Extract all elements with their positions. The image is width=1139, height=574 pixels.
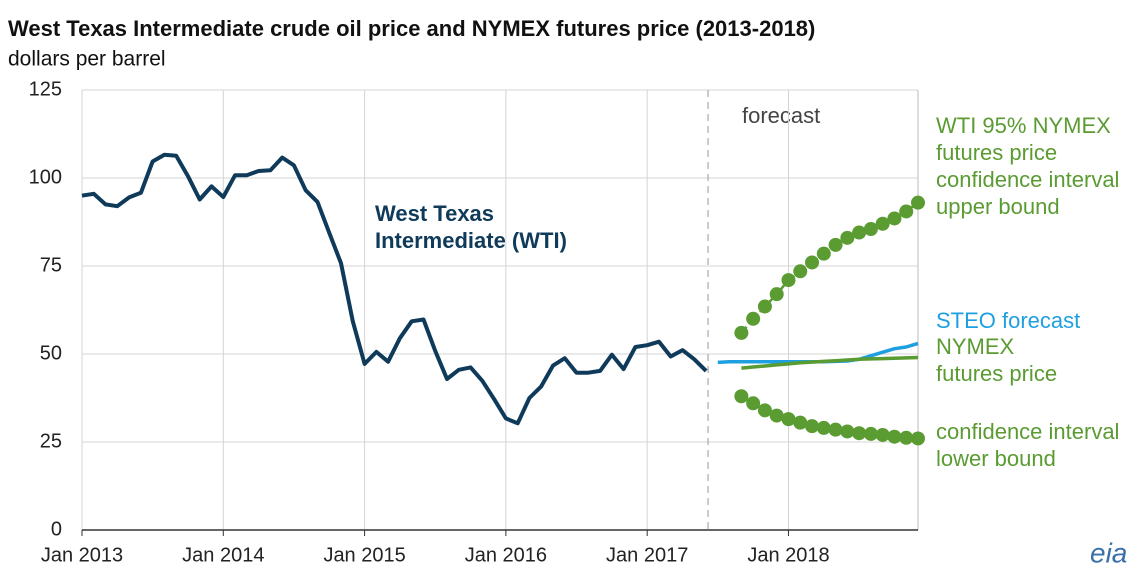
confidence-dot bbox=[852, 426, 867, 441]
confidence-dot bbox=[793, 264, 808, 279]
annotation: forecast bbox=[742, 103, 820, 128]
confidence-dot bbox=[781, 273, 796, 288]
confidence-dot bbox=[828, 237, 843, 252]
series-label: confidence interval lower bound bbox=[936, 419, 1120, 471]
confidence-dot bbox=[805, 419, 820, 434]
x-tick-label: Jan 2016 bbox=[465, 544, 547, 566]
x-tick-label: Jan 2018 bbox=[747, 544, 829, 566]
confidence-dot bbox=[911, 195, 925, 210]
confidence-dot bbox=[816, 246, 831, 261]
series-label: WTI 95% NYMEX futures price confidence i… bbox=[936, 113, 1120, 219]
x-tick-label: Jan 2013 bbox=[41, 544, 123, 566]
confidence-dot bbox=[757, 403, 772, 418]
confidence-dot bbox=[863, 222, 878, 237]
confidence-dot bbox=[875, 216, 890, 231]
x-tick-label: Jan 2015 bbox=[323, 544, 405, 566]
series-label: NYMEX futures price bbox=[936, 334, 1058, 386]
confidence-dot bbox=[734, 325, 749, 340]
confidence-dot bbox=[805, 255, 820, 270]
series-label: STEO forecast bbox=[936, 308, 1081, 333]
x-tick-label: Jan 2014 bbox=[182, 544, 264, 566]
series-line bbox=[741, 355, 919, 370]
chart-subtitle: dollars per barrel bbox=[8, 48, 166, 71]
confidence-dot bbox=[899, 204, 914, 219]
confidence-dot bbox=[746, 396, 761, 411]
confidence-dot bbox=[852, 225, 867, 240]
y-tick-label: 25 bbox=[40, 430, 62, 452]
confidence-dot bbox=[828, 422, 843, 437]
confidence-dot bbox=[887, 429, 902, 444]
confidence-dot bbox=[840, 424, 855, 439]
confidence-dot bbox=[757, 299, 772, 314]
y-tick-label: 0 bbox=[51, 518, 62, 540]
confidence-dot bbox=[793, 415, 808, 430]
y-tick-label: 125 bbox=[29, 78, 62, 100]
logo: eia bbox=[1090, 537, 1127, 568]
confidence-dot bbox=[899, 430, 914, 445]
confidence-dot bbox=[781, 412, 796, 427]
confidence-dot bbox=[840, 230, 855, 245]
confidence-dot bbox=[887, 211, 902, 226]
series-line bbox=[81, 152, 708, 426]
confidence-dot bbox=[769, 287, 784, 302]
confidence-dot bbox=[734, 389, 749, 404]
y-tick-label: 100 bbox=[29, 166, 62, 188]
confidence-dot bbox=[875, 427, 890, 442]
x-tick-label: Jan 2017 bbox=[606, 544, 688, 566]
confidence-dot bbox=[911, 431, 925, 446]
confidence-dot bbox=[816, 420, 831, 435]
confidence-dot bbox=[746, 311, 761, 326]
series-label: West Texas Intermediate (WTI) bbox=[375, 201, 567, 253]
chart-title: West Texas Intermediate crude oil price … bbox=[8, 16, 815, 41]
confidence-dot bbox=[863, 426, 878, 441]
y-tick-label: 75 bbox=[40, 254, 62, 276]
y-tick-label: 50 bbox=[40, 342, 62, 364]
confidence-dot bbox=[769, 408, 784, 423]
